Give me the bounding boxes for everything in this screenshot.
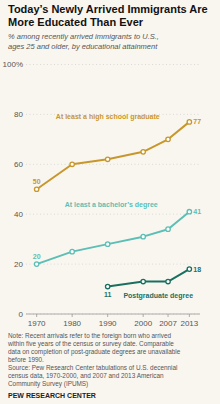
- point: [187, 267, 191, 271]
- y-tick-label: 20: [14, 260, 23, 269]
- series-line: [37, 122, 190, 189]
- x-tick-label: 1990: [99, 319, 117, 328]
- point: [187, 210, 191, 214]
- series-labels: At least a high school graduate At least …: [56, 113, 193, 299]
- x-tick-label: 1970: [28, 319, 46, 328]
- point: [187, 120, 191, 124]
- point: [34, 262, 38, 266]
- point: [141, 234, 145, 238]
- x-tick-label: 2013: [180, 319, 198, 328]
- y-tick-label: 100%: [3, 60, 23, 69]
- y-tick-label: 40: [14, 210, 23, 219]
- x-tick-label: 2007: [159, 319, 177, 328]
- note: before 1990.: [8, 356, 44, 363]
- point: [166, 137, 170, 141]
- data-label: 20: [33, 253, 41, 260]
- x-axis: 1970 1980 1990 2000 20072013: [28, 314, 199, 328]
- point: [70, 162, 74, 166]
- x-tick: [143, 314, 144, 317]
- point: [105, 242, 109, 246]
- x-tick: [107, 314, 108, 317]
- point: [70, 249, 74, 253]
- point: [105, 284, 109, 288]
- point: [166, 227, 170, 231]
- y-tick-label: 60: [14, 160, 23, 169]
- data-label: 18: [193, 266, 201, 273]
- y-axis: 0 20 40 60 80 100%: [3, 60, 200, 319]
- grid-line: [26, 264, 200, 265]
- note: Note: Recent arrivals refer to the forei…: [8, 332, 171, 340]
- series-line: [108, 269, 190, 286]
- note: data on completion of post-graduate degr…: [8, 348, 181, 356]
- subtitle: ages 25 and older, by educational attain…: [8, 42, 158, 51]
- grid-line: [26, 314, 200, 315]
- data-label: 11: [104, 291, 112, 298]
- series-label: At least a high school graduate: [56, 113, 160, 121]
- grid-line: [26, 64, 200, 65]
- plot: [34, 120, 191, 289]
- title: More Educated Than Ever: [8, 16, 144, 28]
- point: [105, 157, 109, 161]
- series-line: [37, 212, 190, 264]
- data-label: 50: [33, 178, 41, 185]
- note: within five years of the census or surve…: [7, 340, 174, 348]
- data-labels: 50 77 20 41 11 18: [33, 118, 201, 297]
- point: [141, 279, 145, 283]
- x-tick: [72, 314, 73, 317]
- y-tick-label: 0: [19, 310, 24, 319]
- data-label: 41: [193, 208, 201, 215]
- series-label: At least a bachelor’s degree: [65, 201, 158, 209]
- x-tick: [36, 314, 37, 317]
- note: Community Survey (IPUMS): [8, 380, 88, 388]
- point: [34, 187, 38, 191]
- note: census data, 1970-2000, and 2007 and 201…: [8, 372, 164, 379]
- x-tick-label: 1980: [63, 319, 81, 328]
- note: Source: Pew Research Center tabulations …: [8, 364, 177, 371]
- data-label: 77: [193, 118, 201, 125]
- point: [141, 150, 145, 154]
- subtitle: % among recently arrived immigrants to U…: [8, 32, 159, 41]
- y-tick-label: 80: [14, 110, 23, 119]
- series-label: Postgraduate degree: [123, 292, 193, 300]
- chart: Today’s Newly Arrived Immigrants AreMore…: [0, 0, 220, 404]
- title: Today’s Newly Arrived Immigrants Are: [8, 3, 208, 15]
- x-tick: [168, 314, 169, 317]
- point: [166, 279, 170, 283]
- x-tick-label: 2000: [134, 319, 152, 328]
- x-tick: [189, 314, 190, 317]
- footer: PEW RESEARCH CENTER: [8, 392, 96, 399]
- grid-line: [26, 214, 200, 215]
- x-axis-line: [26, 314, 200, 315]
- grid-line: [26, 164, 200, 165]
